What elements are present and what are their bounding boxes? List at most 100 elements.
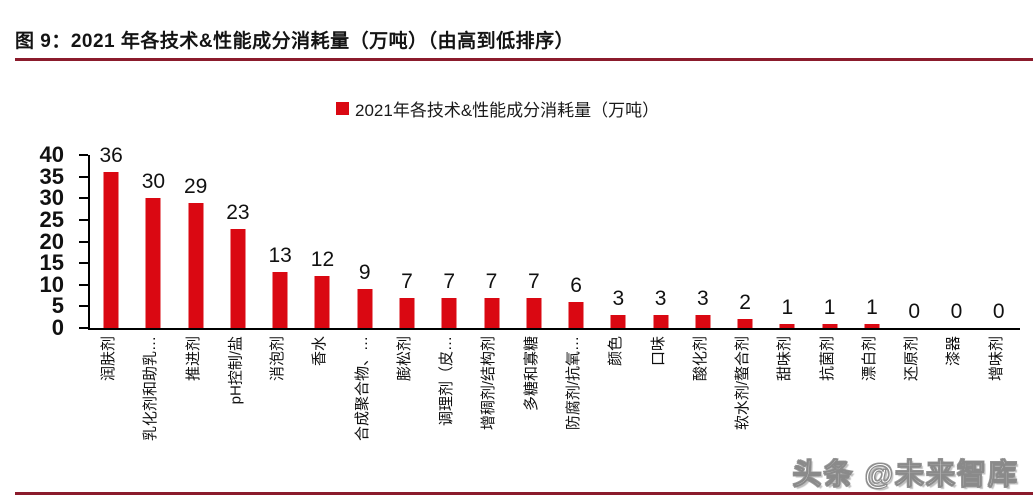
y-axis-label: 15 [39,250,64,276]
x-axis-label-cell: 颜色 [595,334,637,486]
y-axis-label: 35 [39,163,64,189]
bar-column: 1 [851,155,893,328]
bar-column: 7 [513,155,555,328]
x-axis-label: 消泡剂 [269,336,287,382]
bar-columns: 36 30 29 23 13 12 9 7 7 7 7 6 3 3 3 2 1 1 1 0 0 0 [90,145,1020,328]
x-axis-label-cell: 多糖和寡糖 [511,334,553,486]
x-axis-label-cell: 膨松剂 [384,334,426,486]
legend-label: 2021年各技术&性能成分消耗量（万吨） [355,101,660,120]
bar-value-label: 23 [226,200,250,224]
bar [399,297,415,328]
x-axis-label: 甜味剂 [776,336,794,382]
bar [272,271,288,328]
bar [695,315,711,328]
bar-value-label: 6 [570,274,582,298]
bar [145,198,161,328]
bar-column: 3 [597,155,639,328]
x-axis-label-cell: 消泡剂 [257,334,299,486]
y-axis-tick [79,240,88,243]
x-axis-label-cell: 乳化剂和助乳… [130,334,172,486]
bar-value-label: 0 [908,300,921,323]
figure-title: 图 9：2021 年各技术&性能成分消耗量（万吨）（由高到低排序） [15,31,575,52]
bar-value-label: 12 [310,248,335,272]
x-axis-label: 香水 [311,336,329,367]
x-axis-label-cell: 防腐剂/抗氧… [553,334,595,486]
x-axis-label-cell: pH控制/盐 [215,334,257,486]
x-axis-label: 防腐剂/抗氧… [565,336,583,431]
x-axis-label-cell: 合成聚合物、… [342,334,384,486]
bar-value-label: 1 [866,295,878,319]
bar-column: 23 [217,155,259,328]
bar [610,315,626,328]
x-axis-label: pH控制/盐 [226,336,244,405]
bar-column: 6 [555,155,597,328]
bar-column: 3 [639,155,681,328]
x-axis-label-cell: 推进剂 [173,334,215,486]
x-axis-label-cell: 软水剂/螯合剂 [722,334,764,486]
bar-column: 12 [301,155,343,328]
bar [822,323,838,328]
legend-color-swatch [336,102,349,115]
bar-value-label: 3 [612,287,625,311]
x-axis-label: 软水剂/螯合剂 [734,336,752,431]
bar-column: 0 [893,155,935,328]
bar-column: 2 [724,155,766,328]
x-axis-label-cell: 增稠剂/结构剂 [468,334,510,486]
bar [103,172,119,328]
y-axis-tick [79,262,88,265]
watermark: 头条 @未来智库 [792,459,1019,492]
bar-column: 29 [175,155,217,328]
x-axis-label: 调理剂（皮… [438,336,456,427]
bar-value-label: 7 [485,269,498,293]
bar-column: 1 [766,155,808,328]
x-axis-label: 多糖和寡糖 [522,336,540,412]
bar-value-label: 7 [527,269,540,293]
bar-column: 3 [682,155,724,328]
x-axis-label: 口味 [649,336,667,367]
y-axis-label: 10 [39,271,64,297]
y-axis-label: 30 [39,185,64,211]
bar [188,202,204,328]
bar-column: 13 [259,155,301,328]
x-axis-label: 还原剂 [903,336,921,382]
bar-column: 7 [428,155,470,328]
x-axis-label: 增稠剂/结构剂 [480,336,498,431]
x-axis-label-cell: 口味 [637,334,679,486]
x-axis-label: 推进剂 [184,336,202,382]
bar-column: 7 [386,155,428,328]
bar-value-label: 36 [99,144,123,168]
bar-column: 30 [132,155,174,328]
y-axis-tick [79,305,88,308]
bar-value-label: 2 [739,291,751,315]
y-axis-tick [79,218,88,221]
x-axis-label-cell: 香水 [299,334,341,486]
bar-column: 0 [935,155,977,328]
bar [653,315,669,328]
bar-value-label: 0 [992,300,1005,323]
bar [737,319,753,328]
y-axis-label: 5 [51,293,64,319]
x-axis-label-cell: 酸化剂 [680,334,722,486]
x-axis-label: 合成聚合物、… [353,336,371,442]
x-axis-label-cell: 调理剂（皮… [426,334,468,486]
chart-legend: 2021年各技术&性能成分消耗量（万吨） [336,96,659,121]
x-axis-label: 漂白剂 [860,336,878,382]
y-axis-tick [79,283,88,286]
x-axis-label: 膨松剂 [396,336,413,382]
plot-area: 36 30 29 23 13 12 9 7 7 7 7 6 3 3 3 2 1 1 1 0 0 0 [88,145,1020,330]
bar-value-label: 13 [268,243,292,267]
bar-column: 0 [978,155,1020,328]
bar [357,289,373,328]
bar-value-label: 29 [183,174,208,198]
bar-value-label: 7 [401,269,413,293]
bar-column: 1 [809,155,851,328]
x-axis-label: 漆器 [945,336,963,367]
y-axis-tick [79,154,88,156]
bar [779,323,795,328]
bar-value-label: 30 [141,170,166,194]
x-axis-label: 抗菌剂 [818,336,836,382]
y-axis-label: 20 [39,228,64,254]
bar [441,297,457,328]
x-axis-label: 颜色 [607,336,625,367]
bar-value-label: 1 [823,295,836,319]
